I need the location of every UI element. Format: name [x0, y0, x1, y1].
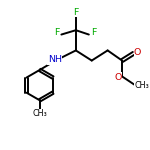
Text: O: O — [114, 73, 122, 82]
Text: F: F — [73, 8, 78, 17]
Text: O: O — [134, 48, 141, 57]
Text: CH₃: CH₃ — [134, 81, 149, 90]
Text: F: F — [54, 28, 59, 37]
Text: NH: NH — [48, 55, 62, 64]
Text: CH₃: CH₃ — [32, 109, 47, 118]
Text: F: F — [91, 28, 96, 37]
